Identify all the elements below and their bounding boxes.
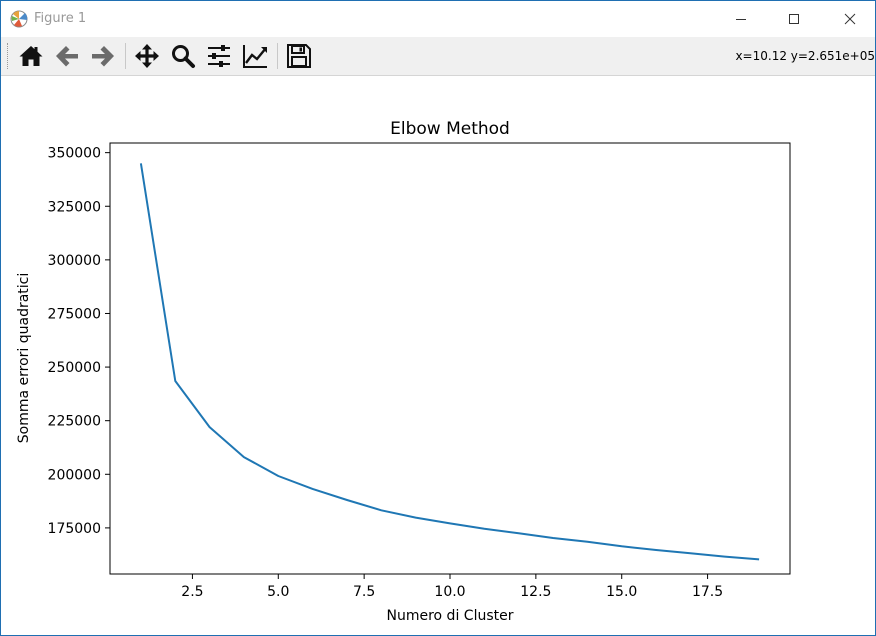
- x-tick-label: 10.0: [434, 584, 465, 600]
- close-button[interactable]: [827, 1, 873, 37]
- elbow-chart: Elbow Method 2.5 5.0 7.5 10.0 12.5 15.0 17.5 17…: [16, 119, 791, 624]
- move-icon: [135, 44, 159, 68]
- y-tick-label: 175000: [48, 521, 101, 537]
- pan-button[interactable]: [132, 41, 162, 71]
- y-tick-label: 200000: [48, 467, 101, 483]
- floppy-icon: [287, 44, 311, 68]
- y-tick-label: 250000: [48, 360, 101, 376]
- back-button[interactable]: [52, 41, 82, 71]
- zoom-button[interactable]: [168, 41, 198, 71]
- y-tick-label: 225000: [48, 414, 101, 430]
- toolbar-separator: [125, 43, 126, 69]
- forward-button[interactable]: [88, 41, 118, 71]
- x-tick-label: 17.5: [692, 584, 723, 600]
- minimize-button[interactable]: [718, 1, 764, 37]
- window-title: Figure 1: [34, 11, 87, 26]
- x-tick-label: 5.0: [267, 584, 289, 600]
- y-tick-label: 350000: [48, 146, 101, 162]
- y-tick-label: 300000: [48, 253, 101, 269]
- configure-subplots-button[interactable]: [204, 41, 234, 71]
- maximize-icon: [789, 14, 799, 24]
- x-tick-label: 7.5: [353, 584, 375, 600]
- axes-frame: [109, 142, 791, 575]
- navigation-toolbar: [1, 37, 875, 76]
- maximize-button[interactable]: [771, 1, 817, 37]
- x-tick-label: 12.5: [520, 584, 551, 600]
- arrow-right-icon: [92, 46, 114, 67]
- cursor-coordinates: x=10.12 y=2.651e+05: [735, 49, 875, 63]
- title-bar[interactable]: Figure 1: [1, 1, 875, 37]
- y-tick-label: 325000: [48, 199, 101, 215]
- minimize-icon: [736, 19, 746, 20]
- sliders-icon: [208, 45, 230, 67]
- y-axis-label: Somma errori quadratici: [16, 273, 32, 444]
- x-tick-label: 2.5: [181, 584, 203, 600]
- x-tick-label: 15.0: [606, 584, 637, 600]
- matplotlib-icon: [10, 10, 28, 28]
- toolbar-grip: [7, 43, 10, 69]
- close-icon: [844, 13, 856, 25]
- save-button[interactable]: [284, 41, 314, 71]
- figure-canvas[interactable]: Elbow Method 2.5 5.0 7.5 10.0 12.5 15.0 17.5 17…: [1, 76, 875, 635]
- series-line: [139, 163, 760, 561]
- chart-title: Elbow Method: [390, 119, 510, 139]
- home-button[interactable]: [16, 41, 46, 71]
- line-chart-icon: [243, 45, 267, 68]
- arrow-left-icon: [56, 46, 78, 67]
- toolbar-separator: [277, 43, 278, 69]
- x-axis-label: Numero di Cluster: [387, 608, 514, 624]
- magnifier-icon: [172, 45, 195, 68]
- home-icon: [19, 46, 43, 66]
- edit-axis-button[interactable]: [240, 41, 270, 71]
- y-tick-label: 275000: [48, 306, 101, 322]
